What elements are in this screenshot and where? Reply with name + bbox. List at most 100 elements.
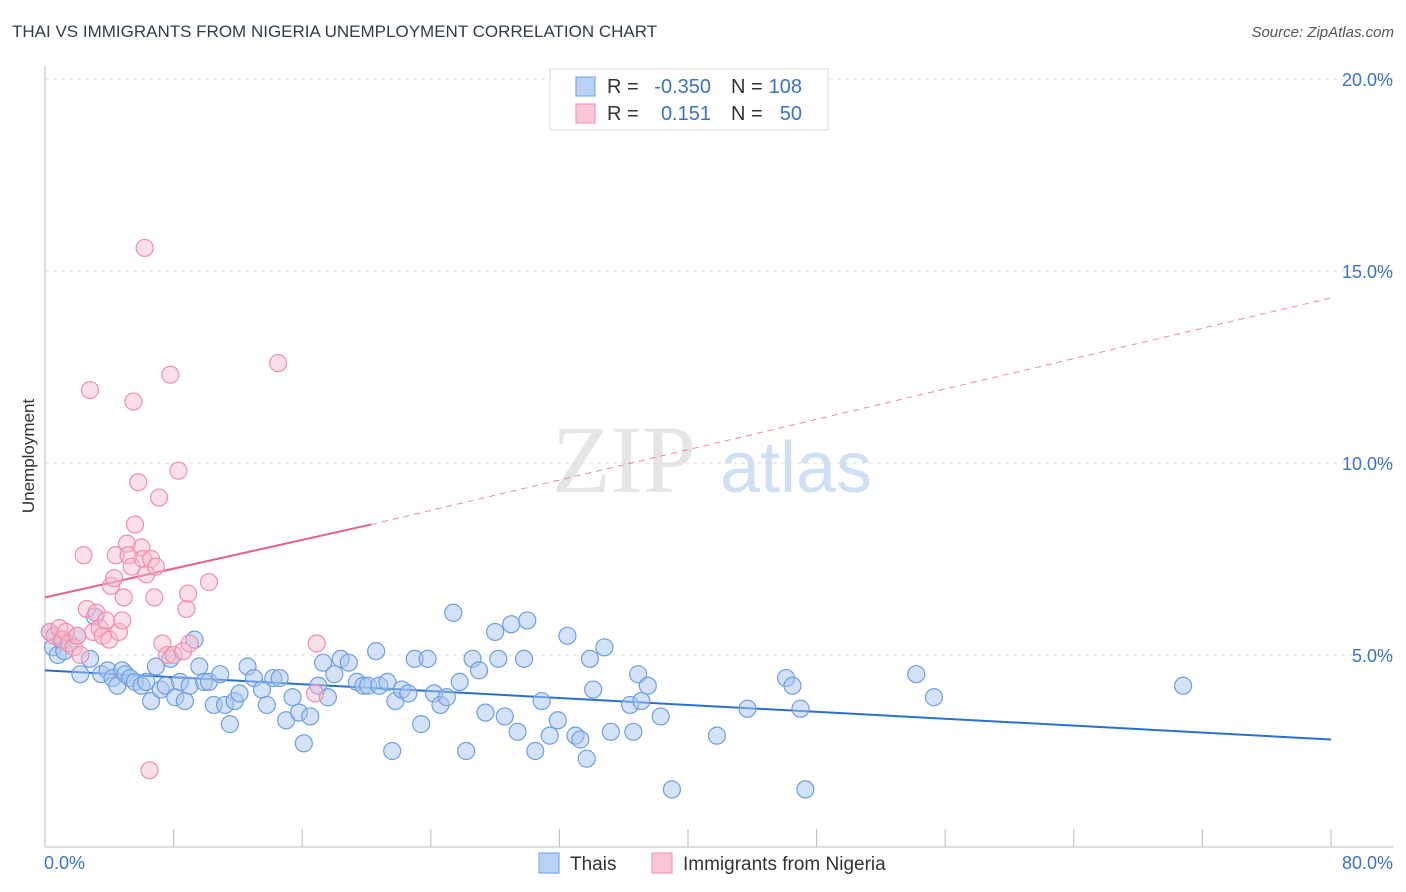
point-nigeria	[153, 634, 172, 653]
x-tick-label: 80.0%	[1342, 853, 1393, 873]
point-nigeria	[129, 473, 148, 492]
chart-title: THAI VS IMMIGRANTS FROM NIGERIA UNEMPLOY…	[12, 22, 658, 41]
legend-r-label-nigeria: R =	[607, 103, 639, 125]
point-thais	[71, 665, 90, 684]
bottom-legend-label-thais: Thais	[570, 854, 616, 875]
data-points	[40, 238, 1193, 799]
legend-r-value-thais: -0.350	[654, 76, 711, 98]
point-thais	[707, 726, 727, 745]
point-thais	[378, 672, 397, 691]
point-thais	[476, 703, 495, 722]
point-nigeria	[71, 645, 90, 665]
point-thais	[137, 672, 156, 691]
point-nigeria	[109, 622, 129, 642]
point-nigeria	[114, 588, 133, 607]
point-nigeria	[106, 546, 125, 565]
point-nigeria	[87, 603, 106, 622]
point-thais	[580, 649, 600, 668]
x-tick-label: 0.0%	[44, 853, 85, 873]
point-thais	[313, 653, 333, 672]
legend-r-value-nigeria: 0.151	[661, 103, 711, 125]
point-thais	[146, 657, 166, 676]
point-nigeria	[140, 761, 159, 780]
point-nigeria	[305, 684, 325, 703]
point-thais	[638, 676, 657, 695]
point-thais	[294, 734, 313, 753]
point-thais	[651, 707, 670, 726]
point-thais	[301, 707, 320, 726]
point-nigeria	[105, 569, 124, 588]
point-thais	[738, 699, 757, 718]
point-thais	[601, 722, 620, 741]
point-thais	[514, 649, 534, 668]
point-thais	[80, 649, 100, 668]
point-thais	[383, 741, 402, 761]
point-nigeria	[150, 488, 169, 507]
point-thais	[450, 672, 469, 691]
point-nigeria	[113, 611, 132, 630]
point-nigeria	[161, 365, 180, 384]
point-thais	[339, 653, 358, 672]
point-thais	[540, 726, 559, 745]
point-nigeria	[125, 515, 145, 534]
point-nigeria	[77, 599, 96, 619]
point-thais	[1174, 676, 1193, 695]
point-nigeria	[117, 534, 137, 553]
y-tick-label: 10.0%	[1342, 454, 1393, 474]
point-thais	[577, 749, 596, 768]
trend-line-nigeria	[44, 523, 372, 599]
point-nigeria	[135, 238, 154, 258]
trend-lines	[44, 297, 1332, 741]
point-nigeria	[124, 392, 143, 411]
point-thais	[486, 622, 505, 642]
point-thais	[412, 715, 431, 734]
point-thais	[518, 611, 537, 630]
point-nigeria	[178, 584, 198, 603]
point-nigeria	[307, 634, 326, 653]
point-thais	[211, 665, 230, 684]
point-thais	[175, 691, 194, 711]
point-nigeria	[100, 630, 119, 649]
legend-n-label-nigeria: N =	[731, 103, 763, 125]
stats-legend: R = -0.350 N = 108 R = 0.151 N = 50	[549, 68, 829, 131]
point-nigeria	[180, 634, 199, 653]
point-thais	[444, 603, 463, 622]
point-nigeria	[199, 572, 219, 592]
point-nigeria	[56, 622, 75, 642]
point-thais	[469, 661, 489, 680]
point-nigeria	[68, 626, 87, 645]
legend-n-value-nigeria: 50	[780, 103, 802, 125]
point-thais	[399, 684, 418, 703]
point-nigeria	[169, 461, 188, 480]
point-thais	[571, 730, 590, 749]
series-legend: Thais Immigrants from Nigeria	[538, 852, 886, 875]
point-thais	[907, 665, 926, 684]
legend-swatch-nigeria	[575, 103, 596, 124]
point-thais	[595, 638, 614, 657]
point-thais	[495, 707, 514, 726]
point-nigeria	[96, 611, 116, 630]
point-thais	[662, 780, 682, 799]
point-nigeria	[74, 546, 93, 565]
point-thais	[558, 626, 577, 645]
point-thais	[783, 676, 802, 695]
point-nigeria	[146, 557, 166, 576]
point-thais	[457, 741, 476, 761]
stats-legend-box	[549, 68, 829, 131]
point-nigeria	[177, 599, 196, 619]
legend-r-label-thais: R =	[607, 76, 639, 98]
point-thais	[924, 688, 944, 707]
y-tick-label: 15.0%	[1342, 262, 1393, 282]
legend-n-value-thais: 108	[769, 76, 802, 98]
watermark-atlas: atlas	[720, 428, 872, 508]
tick-labels: 5.0% 10.0% 15.0% 20.0% 0.0% 80.0%	[44, 70, 1393, 873]
y-tick-label: 20.0%	[1342, 70, 1393, 90]
watermark-zip: ZIP	[552, 406, 696, 513]
point-nigeria	[268, 354, 288, 373]
point-nigeria	[80, 380, 100, 400]
point-thais	[502, 615, 521, 634]
axes	[44, 66, 1393, 848]
point-thais	[632, 691, 651, 711]
point-thais	[418, 649, 437, 668]
